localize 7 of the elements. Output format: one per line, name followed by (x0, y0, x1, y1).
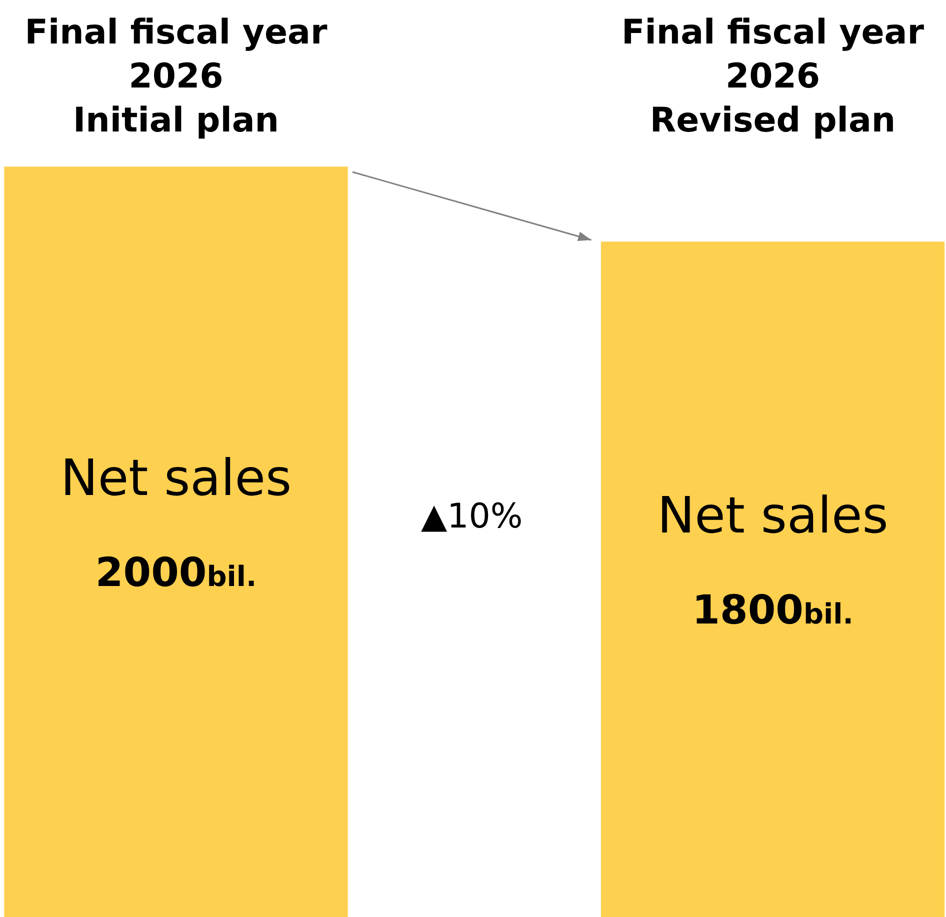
annotation: ▲10% (421, 496, 523, 537)
x-tick-label: Final fiscal year 2026 Revised plan (622, 12, 924, 141)
x-tick-label: Final fiscal year 2026 Initial plan (24, 12, 328, 141)
text: Net sales (657, 486, 888, 544)
data-label: 2000bil. (95, 550, 257, 596)
data-label: 1800bil. (692, 588, 854, 634)
series-label: Net sales (60, 448, 292, 507)
